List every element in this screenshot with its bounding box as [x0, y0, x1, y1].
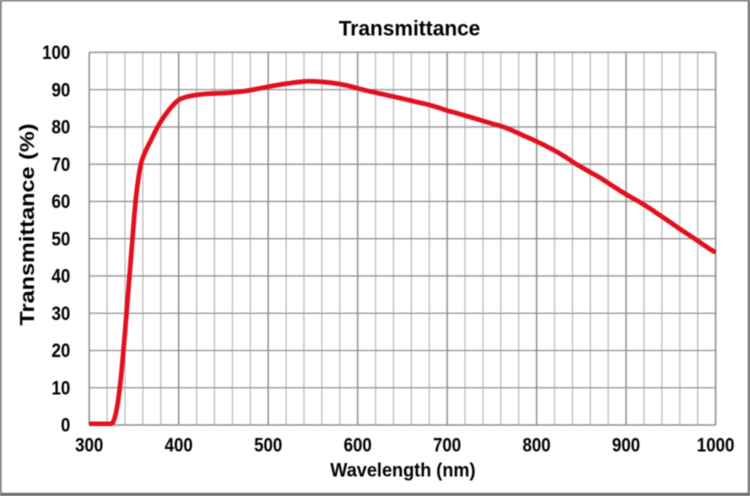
- svg-text:90: 90: [52, 79, 71, 100]
- svg-text:60: 60: [52, 191, 71, 212]
- svg-text:900: 900: [612, 435, 640, 456]
- svg-text:400: 400: [165, 435, 193, 456]
- svg-text:100: 100: [42, 42, 70, 63]
- svg-text:500: 500: [254, 435, 282, 456]
- svg-text:1000: 1000: [697, 435, 735, 456]
- svg-text:30: 30: [52, 303, 71, 324]
- svg-text:300: 300: [75, 435, 103, 456]
- svg-text:80: 80: [52, 117, 71, 138]
- svg-text:20: 20: [52, 340, 71, 361]
- svg-text:700: 700: [433, 435, 461, 456]
- svg-text:0: 0: [61, 415, 70, 436]
- svg-text:40: 40: [52, 266, 71, 287]
- svg-text:70: 70: [52, 154, 71, 175]
- svg-text:Wavelength (nm): Wavelength (nm): [330, 460, 475, 482]
- svg-text:10: 10: [52, 377, 71, 398]
- svg-text:800: 800: [523, 435, 551, 456]
- svg-text:Transmittance: Transmittance: [339, 17, 481, 40]
- svg-text:600: 600: [344, 435, 372, 456]
- svg-text:Transmittance (%): Transmittance (%): [16, 123, 39, 325]
- svg-text:50: 50: [52, 228, 71, 249]
